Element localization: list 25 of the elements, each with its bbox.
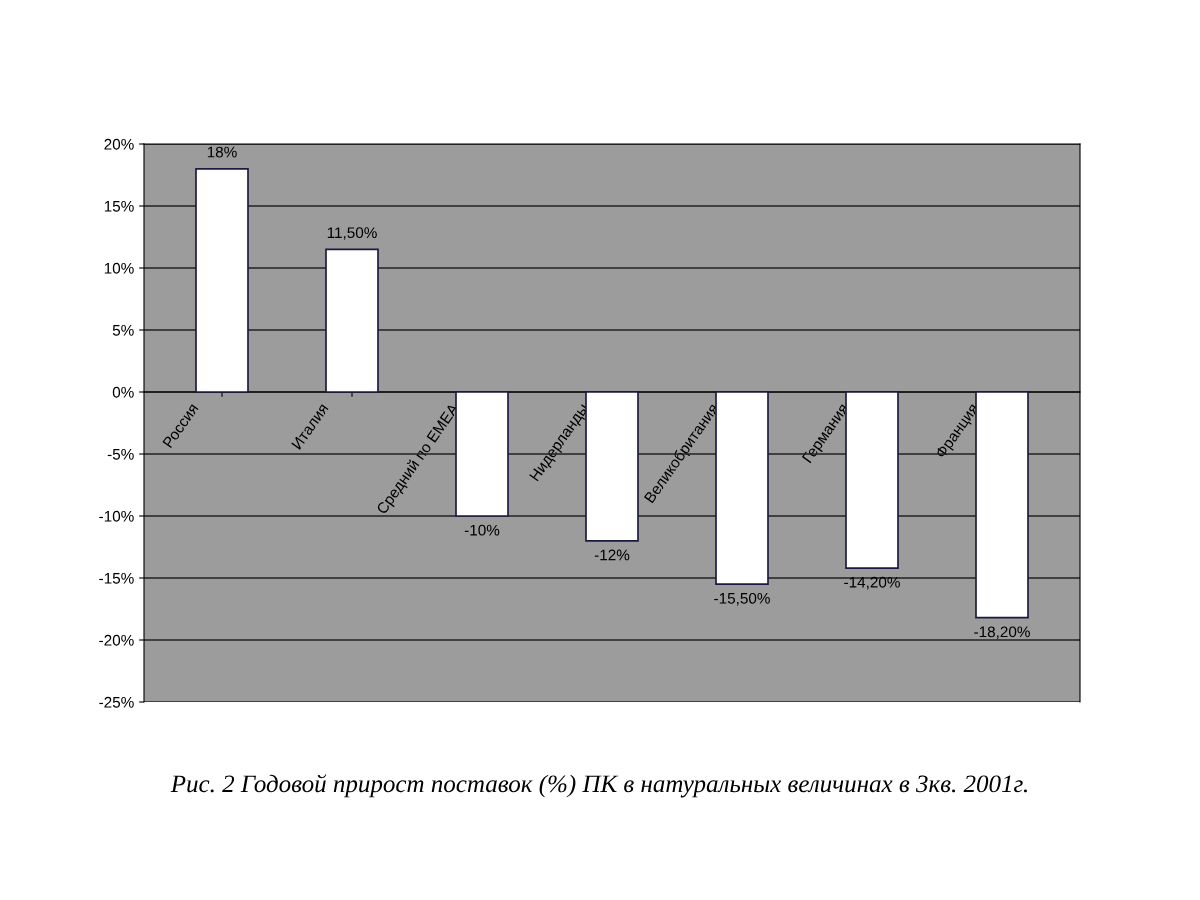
- bar: [585, 391, 639, 542]
- y-tick-label: 20%: [104, 138, 134, 150]
- bar: [455, 391, 509, 517]
- bar: [845, 391, 899, 569]
- bar: [715, 391, 769, 586]
- y-tick-label: 5%: [112, 324, 134, 336]
- y-tick-label: -20%: [99, 634, 134, 646]
- bar: [195, 167, 249, 393]
- y-tick-label: 0%: [112, 386, 134, 398]
- data-label: -12%: [594, 549, 630, 561]
- data-label: -18,20%: [974, 626, 1030, 640]
- y-tick-label: -10%: [99, 510, 134, 522]
- y-tick-label: 10%: [104, 262, 134, 274]
- bar: [975, 391, 1029, 619]
- data-label: -15,50%: [714, 592, 770, 606]
- data-label: -14,20%: [844, 576, 900, 590]
- y-tick-label: 15%: [104, 200, 134, 212]
- y-tick-label: -5%: [107, 448, 134, 460]
- data-label: 18%: [207, 146, 237, 158]
- y-tick-label: -15%: [99, 572, 134, 584]
- bar: [325, 248, 379, 393]
- data-label: -10%: [464, 524, 500, 536]
- text: Рис. 2 Годовой прирост поставок (%) ПК в натуральных величинах в 3кв. 2001г.: [170, 774, 1027, 798]
- y-tick-label: -25%: [99, 696, 134, 708]
- data-label: 11,50%: [327, 227, 377, 240]
